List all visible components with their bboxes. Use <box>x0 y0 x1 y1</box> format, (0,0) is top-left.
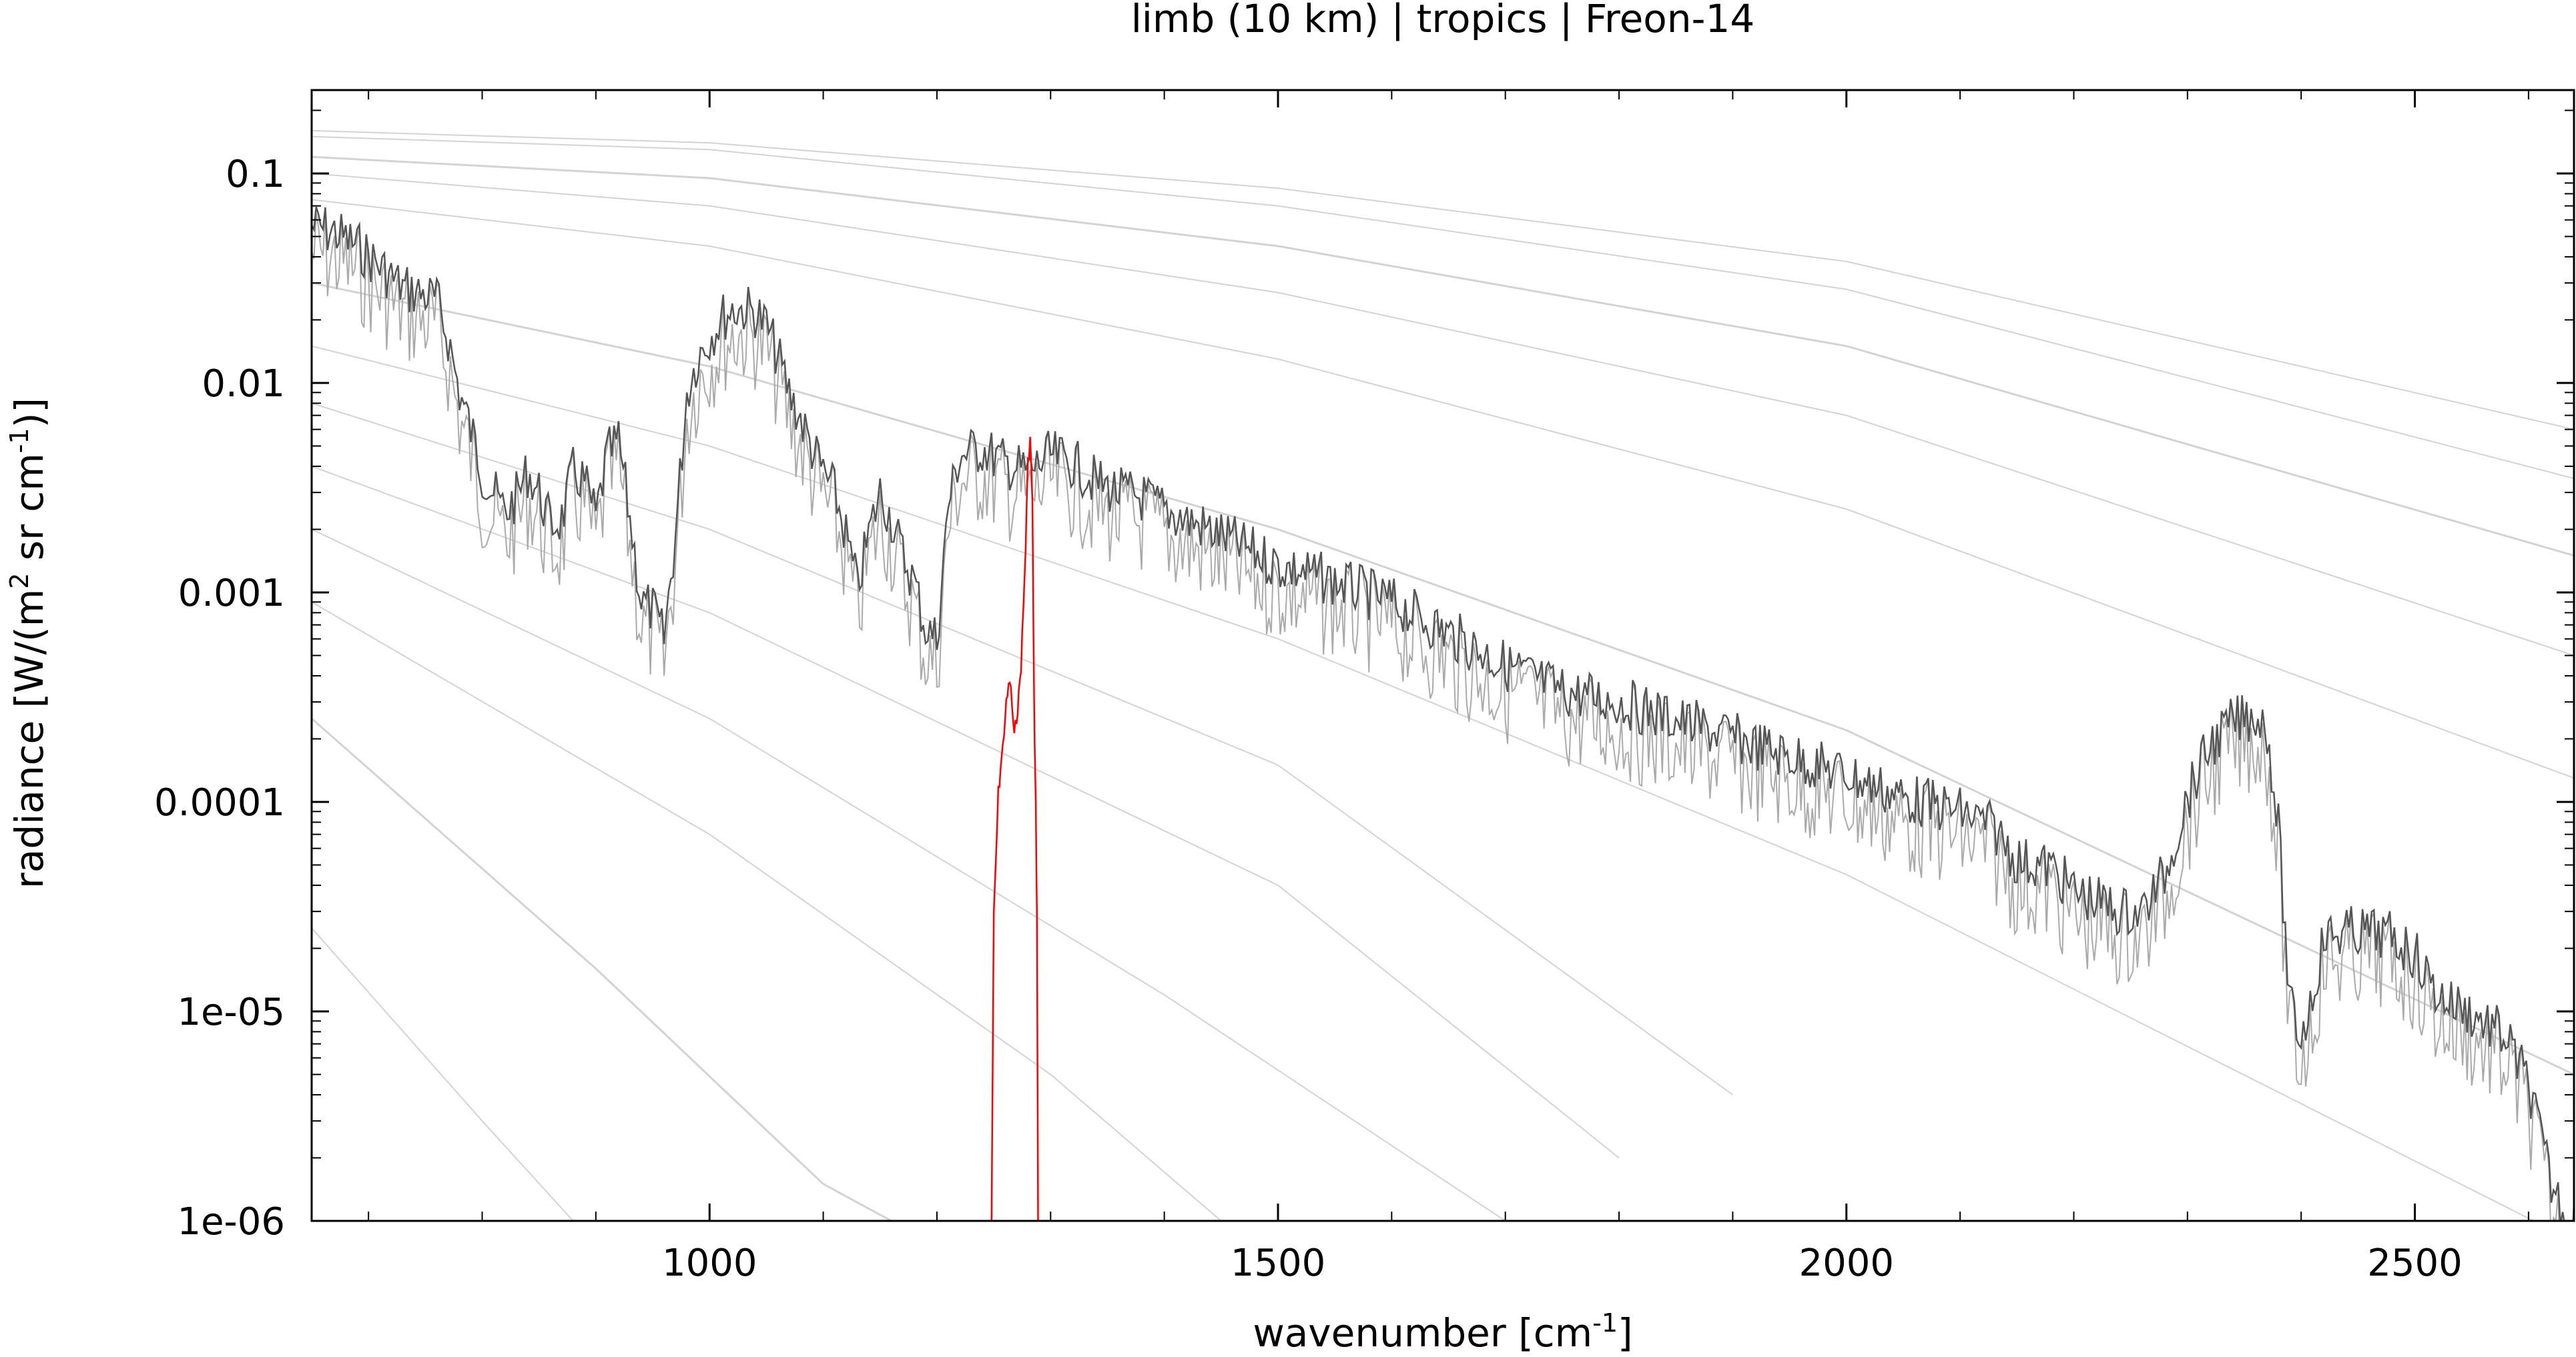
reference-curve-11 <box>312 717 892 1221</box>
spectrum-series <box>312 206 2574 1221</box>
y-tick-label-0: 0.1 <box>226 153 285 196</box>
y-tick-label-2: 0.001 <box>178 572 285 615</box>
reference-curve-5 <box>312 282 2574 1075</box>
x-axis-label-tail: ] <box>1618 1310 1633 1356</box>
reference-curve-1 <box>312 135 2574 480</box>
chart-title: limb (10 km) | tropics | Freon-14 <box>1131 0 1755 41</box>
x-axis-label: wavenumber [cm-1] <box>1253 1308 1632 1356</box>
reference-curve-12 <box>312 927 574 1221</box>
y-axis-label-part1: radiance [W/(m <box>7 589 52 889</box>
y-axis-label-part3: )] <box>7 398 52 428</box>
y-axis-label-part2: sr cm <box>7 453 52 572</box>
y-axis-label-superscript-2: -1 <box>5 428 34 453</box>
reference-curve-2 <box>312 155 2574 557</box>
y-tick-label-1: 0.01 <box>202 362 285 406</box>
series-freon14-radiance <box>990 436 1039 1221</box>
y-tick-label-4: 1e-05 <box>177 991 285 1034</box>
x-tick-label-0: 1000 <box>662 1242 757 1285</box>
reference-curve-4 <box>312 199 2574 779</box>
series-total-radiance <box>312 206 2574 1221</box>
reference-curve-6 <box>312 345 2535 1221</box>
y-tick-label-5: 1e-06 <box>177 1200 285 1244</box>
reference-curve-8 <box>312 465 1620 1159</box>
x-axis-label-superscript: -1 <box>1592 1308 1618 1338</box>
y-axis-label: radiance [W/(m2 sr cm-1)] <box>5 398 52 889</box>
x-tick-label-2: 2000 <box>1799 1242 1894 1285</box>
reference-curve-0 <box>312 129 2574 430</box>
y-tick-label-3: 0.0001 <box>154 781 285 825</box>
x-tick-label-1: 1500 <box>1231 1242 1326 1285</box>
reference-curve-7 <box>312 402 1733 1095</box>
x-tick-label-3: 2500 <box>2367 1242 2463 1285</box>
reference-curve-10 <box>312 601 1222 1221</box>
y-axis-label-superscript-1: 2 <box>5 573 34 589</box>
series-total-radiance-envelope <box>312 211 2574 1221</box>
x-axis-label-main: wavenumber [cm <box>1253 1310 1592 1356</box>
reference-curves <box>312 129 2574 1221</box>
reference-curve-3 <box>312 173 2574 656</box>
reference-curve-9 <box>312 528 1506 1221</box>
axis-ticks: 1000 1500 2000 2500 0.1 0.01 0.001 0.0001 1e-05 1… <box>154 90 2574 1285</box>
